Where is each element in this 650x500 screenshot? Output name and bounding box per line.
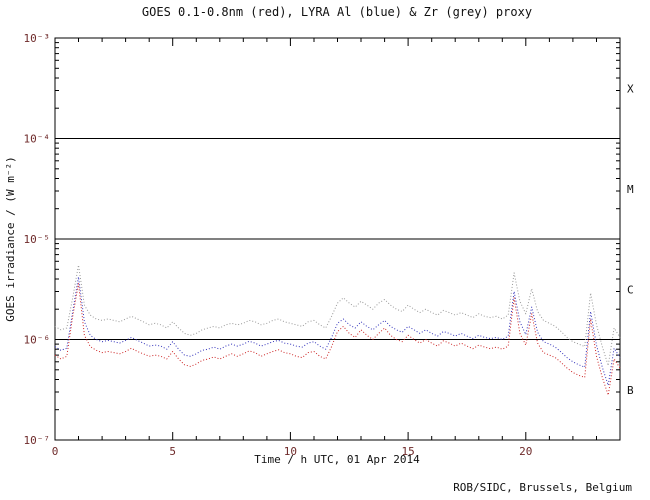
flare-class-label: M [627, 183, 634, 196]
x-axis-label: Time / h UTC, 01 Apr 2014 [254, 453, 420, 466]
credit-text: ROB/SIDC, Brussels, Belgium [453, 481, 632, 494]
y-tick-label: 10⁻⁷ [24, 434, 51, 447]
x-tick-label: 20 [519, 445, 532, 458]
y-axis-label: GOES irradiance / (W m⁻²) [4, 156, 17, 322]
y-tick-label: 10⁻⁵ [24, 233, 51, 246]
series-lyra-zr-proxy [54, 264, 621, 367]
series-lyra-al-proxy [54, 276, 621, 386]
flare-class-label: C [627, 283, 634, 296]
flare-class-label: B [627, 384, 634, 397]
chart-title: GOES 0.1-0.8nm (red), LYRA Al (blue) & Z… [142, 5, 532, 19]
x-tick-label: 15 [401, 445, 414, 458]
series-lines [54, 264, 621, 396]
axes: 10⁻³ 10⁻⁴ 10⁻⁵ 10⁻⁶ 10⁻⁷0 5 10 15 20 X M C B [24, 32, 635, 458]
x-tick-label: 10 [284, 445, 297, 458]
x-tick-label: 0 [52, 445, 59, 458]
y-tick-label: 10⁻⁴ [24, 133, 51, 146]
y-tick-label: 10⁻³ [24, 32, 51, 45]
x-tick-label: 5 [169, 445, 176, 458]
y-tick-label: 10⁻⁶ [24, 334, 51, 347]
flare-class-label: X [627, 82, 634, 95]
